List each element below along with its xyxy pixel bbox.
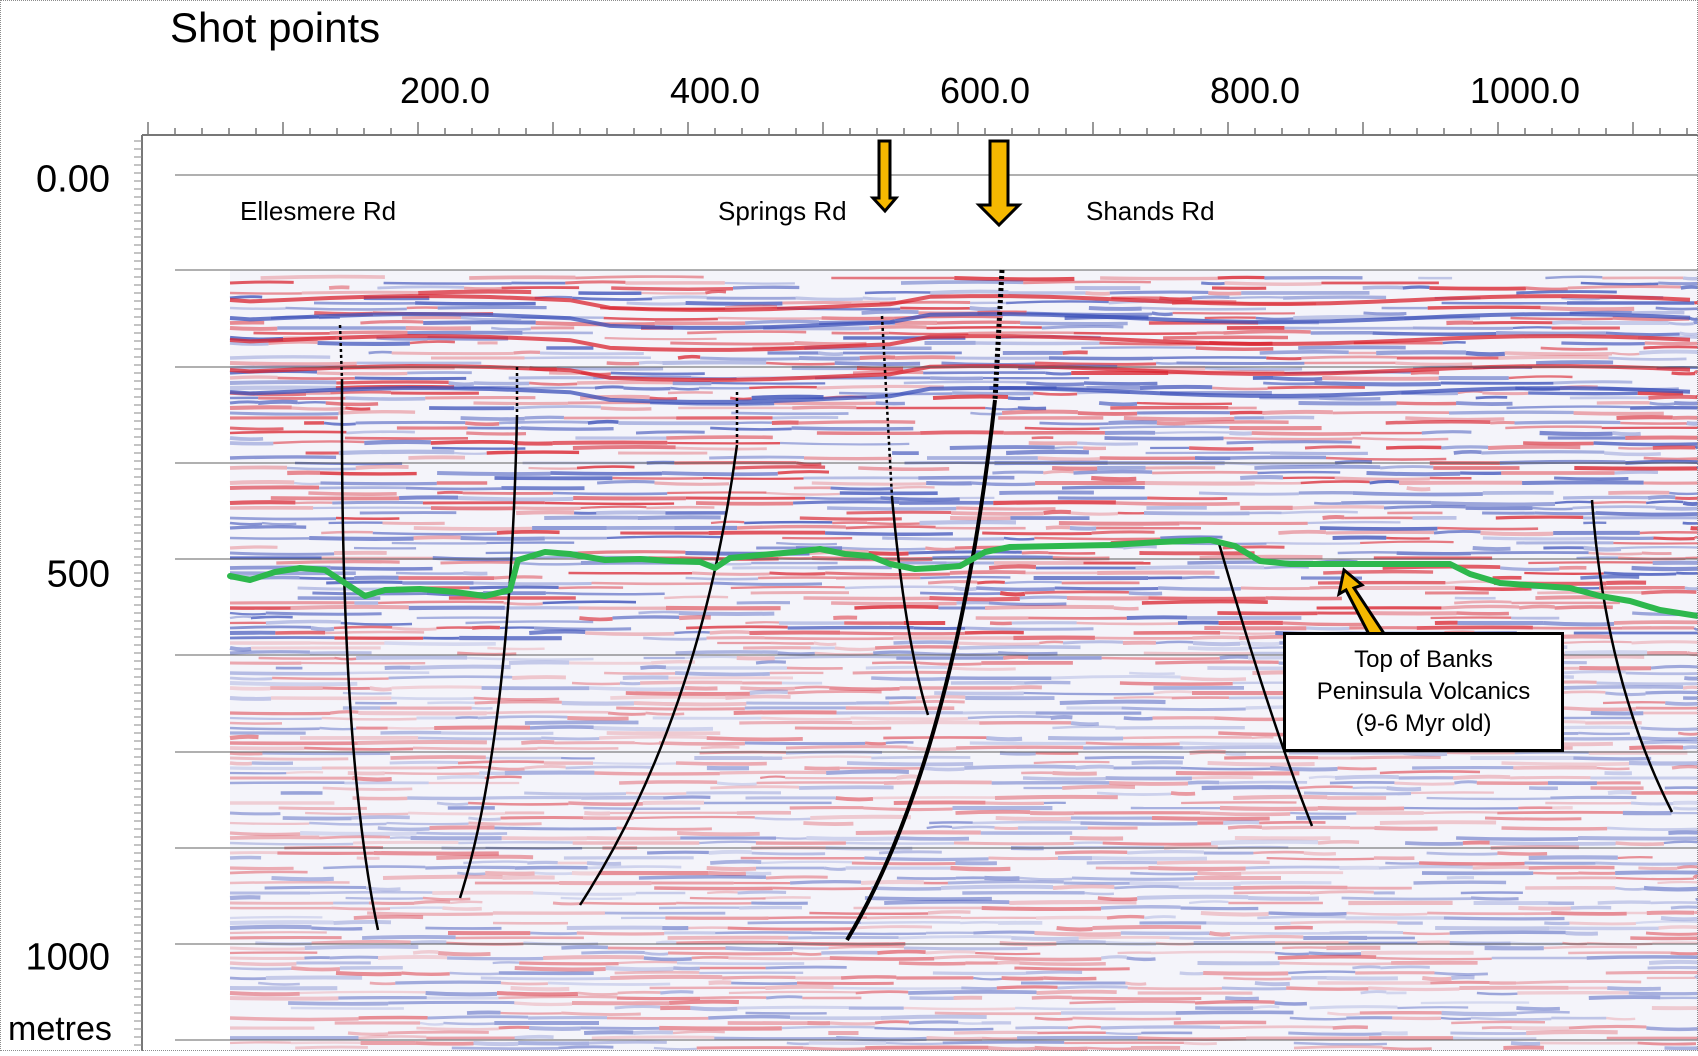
axes bbox=[134, 122, 1698, 1051]
y-tick-label: 0.00 bbox=[36, 158, 110, 201]
x-tick-label: 600.0 bbox=[939, 70, 1031, 111]
annotation-line: (9-6 Myr old) bbox=[1355, 710, 1492, 737]
x-tick-label: 200.0 bbox=[399, 70, 491, 111]
x-axis-title: Shot points bbox=[170, 4, 381, 51]
x-tick-label: 1000.0 bbox=[1469, 70, 1581, 111]
road-label-springs: Springs Rd bbox=[718, 196, 847, 226]
x-tick-label: 400.0 bbox=[669, 70, 761, 111]
y-tick-label: 1000 bbox=[25, 936, 110, 979]
road-label-shands: Shands Rd bbox=[1086, 196, 1215, 226]
springs-rd-arrow bbox=[869, 139, 900, 214]
annotation-line: Peninsula Volcanics bbox=[1316, 678, 1531, 705]
volcanics-horizon bbox=[227, 537, 1698, 619]
volcanics-annotation: Top of Banks Peninsula Volcanics (9-6 My… bbox=[1283, 632, 1564, 752]
annotation-line: Top of Banks bbox=[1354, 646, 1493, 673]
arrows bbox=[869, 139, 1388, 645]
road-label-ellesmere: Ellesmere Rd bbox=[240, 196, 397, 226]
y-tick-label: 500 bbox=[46, 553, 110, 596]
x-tick-label: 800.0 bbox=[1209, 70, 1301, 111]
fault-lines bbox=[338, 269, 1674, 942]
shands-rd-arrow bbox=[975, 139, 1023, 228]
y-axis-unit: metres bbox=[8, 1010, 112, 1048]
